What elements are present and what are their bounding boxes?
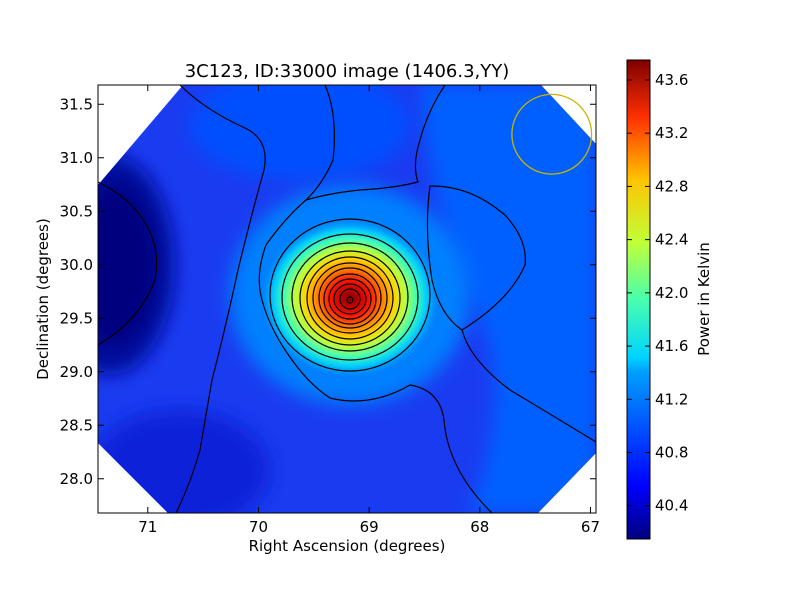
beam-circle xyxy=(511,93,593,175)
colorbar-tick-label: 41.2 xyxy=(655,390,688,408)
contour-lines xyxy=(98,85,596,513)
contour-ring-7 xyxy=(318,267,382,329)
y-tick-label: 29.5 xyxy=(60,309,93,327)
contour-right-lobe xyxy=(305,85,446,201)
colorbar-tick-label: 43.6 xyxy=(655,71,688,89)
heatmap-image xyxy=(98,85,596,513)
y-tick-label: 28.0 xyxy=(60,470,93,488)
colorbar-tick-label: 42.8 xyxy=(655,177,688,195)
contour-right-loop xyxy=(426,185,526,331)
contour-ring-12 xyxy=(346,296,354,304)
colorbar-tick-label: 42.4 xyxy=(655,231,688,249)
plot-frame xyxy=(97,84,597,514)
contour-ring-2 xyxy=(281,233,419,361)
contour-ring-3 xyxy=(291,242,409,352)
contour-ring-9 xyxy=(328,278,372,320)
contour-upper-left xyxy=(175,85,266,513)
colorbar-tick-label: 41.6 xyxy=(655,337,688,355)
x-tick-label: 69 xyxy=(360,518,379,536)
colorbar-label: Power in Kelvin xyxy=(695,242,713,356)
colorbar-tick-label: 43.2 xyxy=(655,124,688,142)
x-axis: 71 70 69 68 67 xyxy=(138,85,600,536)
contour-ring-1 xyxy=(269,218,431,372)
contour-source-outer xyxy=(258,85,493,513)
y-tick-label: 28.5 xyxy=(60,416,93,434)
y-axis: 28.0 28.5 29.0 29.5 30.0 30.5 31.0 31.5 xyxy=(60,95,596,488)
y-tick-label: 31.0 xyxy=(60,149,93,167)
contour-ring-8 xyxy=(323,273,377,325)
contour-ring-11 xyxy=(339,288,361,310)
contour-right-edge xyxy=(461,329,596,443)
colorbar-tick-label: 42.0 xyxy=(655,284,688,302)
colorbar-tick-label: 40.8 xyxy=(655,444,688,462)
contour-ring-4 xyxy=(299,250,401,346)
colorbar-gradient xyxy=(626,59,651,540)
x-tick-label: 67 xyxy=(581,518,600,536)
contour-ring-10 xyxy=(333,283,367,315)
y-tick-label: 29.0 xyxy=(60,363,93,381)
y-tick-label: 31.5 xyxy=(60,95,93,113)
x-tick-label: 70 xyxy=(249,518,268,536)
contour-outer-left xyxy=(98,181,158,346)
x-axis-label: Right Ascension (degrees) xyxy=(249,537,446,555)
x-tick-label: 68 xyxy=(470,518,489,536)
y-tick-label: 30.5 xyxy=(60,202,93,220)
colorbar-ticks: 40.4 40.8 41.2 41.6 42.0 42.4 42.8 43.2 43.6 xyxy=(627,71,688,515)
x-tick-label: 71 xyxy=(138,518,157,536)
chart-title: 3C123, ID:33000 image (1406.3,YY) xyxy=(185,61,510,82)
y-axis-label: Declination (degrees) xyxy=(34,218,52,380)
colorbar-tick-label: 40.4 xyxy=(655,497,688,515)
y-tick-label: 30.0 xyxy=(60,256,93,274)
colorbar: 40.4 40.8 41.2 41.6 42.0 42.4 42.8 43.2 43.6 Pow… xyxy=(626,59,713,540)
contour-ring-6 xyxy=(312,262,388,334)
contour-ring-5 xyxy=(306,256,394,340)
